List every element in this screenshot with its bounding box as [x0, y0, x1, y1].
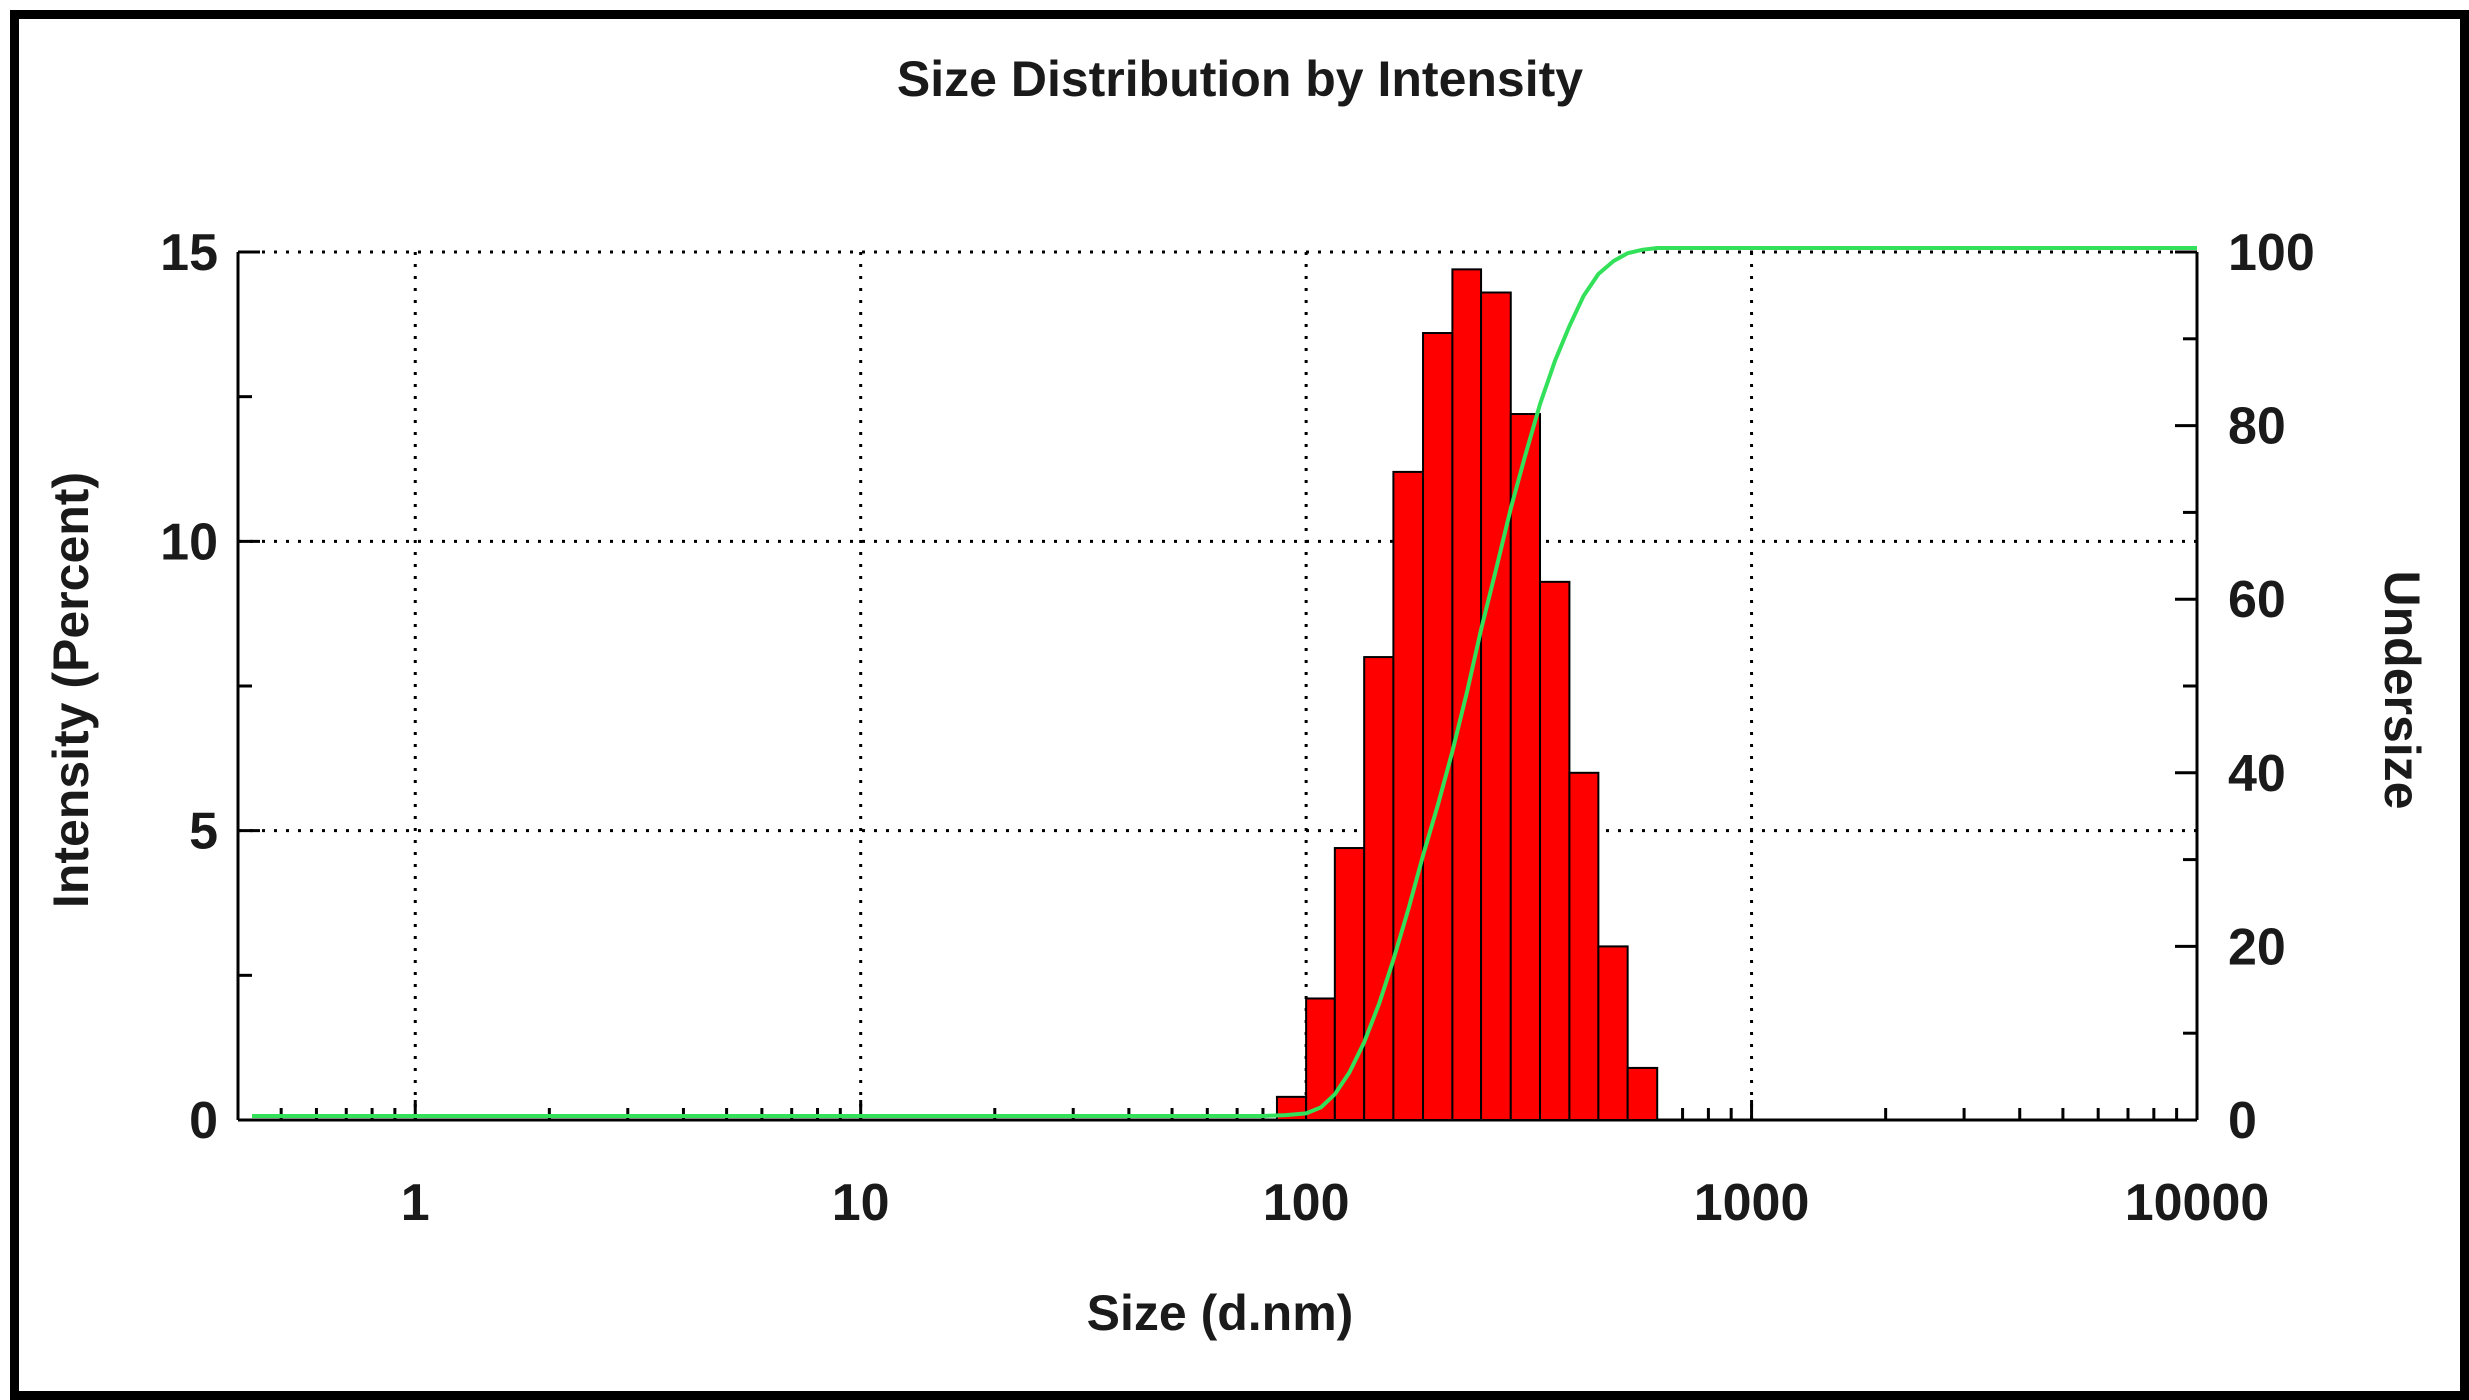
intensity-bar: [1597, 945, 1629, 1122]
intensity-bar: [1539, 580, 1571, 1121]
y-axis-label: Intensity (Percent): [43, 472, 99, 908]
x-axis-label: Size (d.nm): [1087, 1285, 1354, 1341]
intensity-bar: [1422, 332, 1454, 1122]
undersize-cumulative-line: [252, 246, 2197, 1118]
y2-tick-label: 0: [2228, 1092, 2257, 1150]
y-tick-label: 15: [160, 224, 218, 282]
intensity-bar: [1568, 771, 1600, 1121]
intensity-bar: [1305, 997, 1336, 1121]
intensity-bar: [1392, 470, 1425, 1122]
axes: [236, 252, 2199, 1122]
y2-tick-label: 80: [2228, 398, 2286, 456]
intensity-bar: [1333, 847, 1366, 1121]
intensity-bar: [1509, 413, 1542, 1121]
axis-ticks: [236, 250, 2197, 1122]
x-tick-label: 100: [1263, 1174, 1350, 1232]
y-tick-label: 5: [189, 803, 218, 861]
x-tick-label: 1: [401, 1174, 430, 1232]
y2-tick-label: 60: [2228, 571, 2286, 629]
y2-tick-label: 40: [2228, 745, 2286, 803]
intensity-bar: [1480, 291, 1512, 1121]
chart-frame: [10, 10, 2469, 1400]
intensity-bar: [1363, 656, 1395, 1121]
chart-title: Size Distribution by Intensity: [897, 51, 1583, 107]
intensity-bar: [1626, 1066, 1659, 1122]
y-tick-label: 10: [160, 513, 218, 571]
x-tick-label: 10000: [2125, 1174, 2270, 1232]
y2-axis-label: Undersize: [2374, 571, 2430, 810]
grid-lines: [238, 250, 2197, 1120]
y-tick-label: 0: [189, 1092, 218, 1150]
y2-tick-label: 100: [2228, 224, 2315, 282]
x-tick-labels: 1 10 100 1000 10000: [401, 1174, 2270, 1232]
x-tick-label: 10: [832, 1174, 890, 1232]
y-tick-labels: 0 5 10 15: [160, 224, 218, 1150]
x-tick-label: 1000: [1694, 1174, 1810, 1232]
y2-tick-labels: 0 20 40 60 80 100: [2228, 224, 2315, 1150]
y2-tick-label: 20: [2228, 918, 2286, 976]
